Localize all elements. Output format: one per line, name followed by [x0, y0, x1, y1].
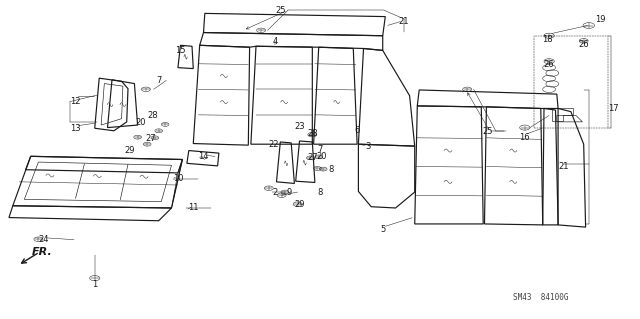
Text: 13: 13	[70, 124, 81, 133]
Text: 7: 7	[317, 145, 323, 154]
Text: 18: 18	[542, 35, 552, 44]
Text: 1: 1	[92, 280, 97, 289]
Text: 29: 29	[294, 200, 305, 209]
Text: 11: 11	[188, 204, 198, 212]
Text: 26: 26	[579, 40, 589, 48]
Text: 4: 4	[273, 37, 278, 46]
Text: 24: 24	[38, 235, 49, 244]
Text: 19: 19	[595, 15, 605, 24]
Text: 29: 29	[124, 146, 134, 155]
Text: 5: 5	[380, 225, 385, 234]
Text: 21: 21	[558, 162, 568, 171]
Text: 6: 6	[355, 126, 360, 135]
Text: 15: 15	[175, 46, 186, 55]
Text: 14: 14	[198, 152, 209, 161]
Text: 12: 12	[70, 97, 81, 106]
Text: 8: 8	[317, 189, 323, 197]
Text: 25: 25	[483, 127, 493, 136]
Text: 8: 8	[329, 165, 334, 174]
Text: 9: 9	[287, 188, 292, 197]
Bar	[534, 36, 608, 128]
Text: 27: 27	[307, 153, 317, 162]
Text: 27: 27	[145, 134, 156, 143]
Text: 21: 21	[398, 17, 408, 26]
Text: 28: 28	[307, 129, 317, 138]
Text: 20: 20	[136, 118, 146, 127]
Text: 23: 23	[294, 122, 305, 131]
Text: 2: 2	[273, 188, 278, 197]
Text: 17: 17	[608, 104, 618, 113]
Text: SM43  84100G: SM43 84100G	[513, 293, 569, 302]
Text: 10: 10	[173, 174, 183, 183]
Text: 20: 20	[316, 152, 326, 161]
Text: 22: 22	[269, 140, 279, 149]
Text: 7: 7	[156, 76, 161, 85]
Text: FR.: FR.	[32, 247, 52, 257]
Text: 26: 26	[544, 60, 554, 69]
Text: 3: 3	[365, 142, 371, 151]
Text: 28: 28	[147, 111, 157, 120]
Text: 25: 25	[275, 6, 285, 15]
Text: 16: 16	[520, 133, 530, 142]
